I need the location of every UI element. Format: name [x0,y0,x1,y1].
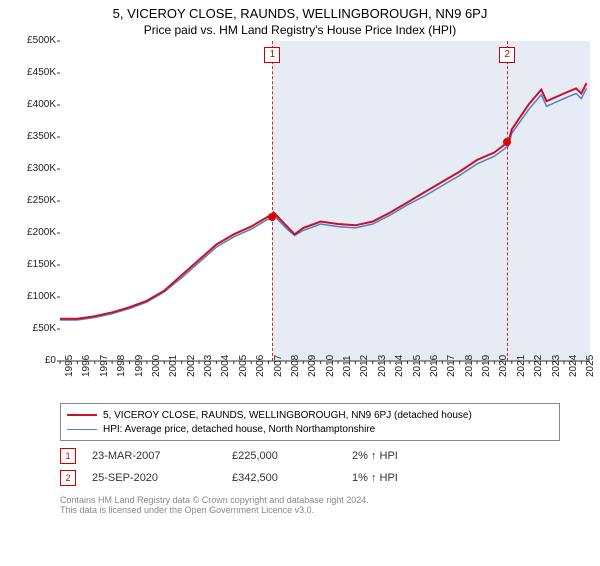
y-tick-label: £450K [16,67,56,78]
x-tick-label: 2005 [238,355,249,377]
y-tick-label: £250K [16,195,56,206]
x-tick-label: 2023 [551,355,562,377]
x-tick-label: 2017 [446,355,457,377]
legend-label: 5, VICEROY CLOSE, RAUNDS, WELLINGBOROUGH… [103,410,472,421]
x-tick-label: 1996 [81,355,92,377]
x-tick-label: 2000 [151,355,162,377]
event-price: £225,000 [232,450,352,462]
x-tick-label: 2003 [203,355,214,377]
chart: 12 £0£50K£100K£150K£200K£250K£300K£350K£… [36,41,596,401]
event-dot [503,138,511,146]
x-tick-label: 2010 [325,355,336,377]
legend-swatch [67,429,97,430]
x-tick-label: 2013 [377,355,388,377]
event-pct: 1% ↑ HPI [352,472,398,484]
x-tick-label: 2021 [516,355,527,377]
chart-lines [60,41,590,361]
events-table: 1 23-MAR-2007£225,0002% ↑ HPI 2 25-SEP-2020… [60,445,560,489]
legend-row: 5, VICEROY CLOSE, RAUNDS, WELLINGBOROUGH… [67,408,553,422]
y-tick-label: £100K [16,291,56,302]
x-tick-label: 2016 [429,355,440,377]
x-tick-label: 2011 [342,355,353,377]
y-tick-label: £400K [16,99,56,110]
x-tick-label: 2014 [394,355,405,377]
x-tick-label: 2004 [220,355,231,377]
x-tick-label: 2006 [255,355,266,377]
x-tick-label: 2012 [359,355,370,377]
x-tick-label: 2007 [273,355,284,377]
x-tick-label: 2019 [481,355,492,377]
event-date: 23-MAR-2007 [92,450,232,462]
y-tick-label: £50K [16,323,56,334]
event-id-box: 2 [60,470,76,486]
legend-label: HPI: Average price, detached house, Nort… [103,424,375,435]
x-tick-label: 2009 [307,355,318,377]
x-tick-label: 2024 [568,355,579,377]
event-pct: 2% ↑ HPI [352,450,398,462]
y-tick-label: £300K [16,163,56,174]
y-tick-label: £350K [16,131,56,142]
event-row: 2 25-SEP-2020£342,5001% ↑ HPI [60,467,560,489]
page-subtitle: Price paid vs. HM Land Registry's House … [0,23,600,37]
footer-line-1: Contains HM Land Registry data © Crown c… [60,495,560,505]
event-row: 1 23-MAR-2007£225,0002% ↑ HPI [60,445,560,467]
x-tick-label: 2025 [585,355,596,377]
x-tick-label: 1997 [99,355,110,377]
event-vline [507,41,508,361]
x-tick-label: 1999 [134,355,145,377]
page-title: 5, VICEROY CLOSE, RAUNDS, WELLINGBOROUGH… [0,6,600,21]
y-tick-label: £200K [16,227,56,238]
event-date: 25-SEP-2020 [92,472,232,484]
x-tick-label: 2002 [186,355,197,377]
x-tick-label: 2008 [290,355,301,377]
event-price: £342,500 [232,472,352,484]
event-marker-1: 1 [264,47,280,63]
legend-swatch [67,414,97,416]
x-tick-label: 1998 [116,355,127,377]
event-marker-2: 2 [499,47,515,63]
x-tick-label: 2020 [498,355,509,377]
footer-line-2: This data is licensed under the Open Gov… [60,505,560,515]
footer-attribution: Contains HM Land Registry data © Crown c… [60,495,560,515]
event-id-box: 1 [60,448,76,464]
plot-area: 12 [60,41,590,361]
x-tick-label: 2018 [464,355,475,377]
y-tick-label: £0 [16,355,56,366]
event-vline [272,41,273,361]
x-tick-label: 2015 [412,355,423,377]
legend: 5, VICEROY CLOSE, RAUNDS, WELLINGBOROUGH… [60,403,560,441]
x-tick-label: 1995 [64,355,75,377]
x-tick-label: 2001 [168,355,179,377]
y-tick-label: £500K [16,35,56,46]
x-tick-label: 2022 [533,355,544,377]
legend-row: HPI: Average price, detached house, Nort… [67,422,553,436]
y-tick-label: £150K [16,259,56,270]
